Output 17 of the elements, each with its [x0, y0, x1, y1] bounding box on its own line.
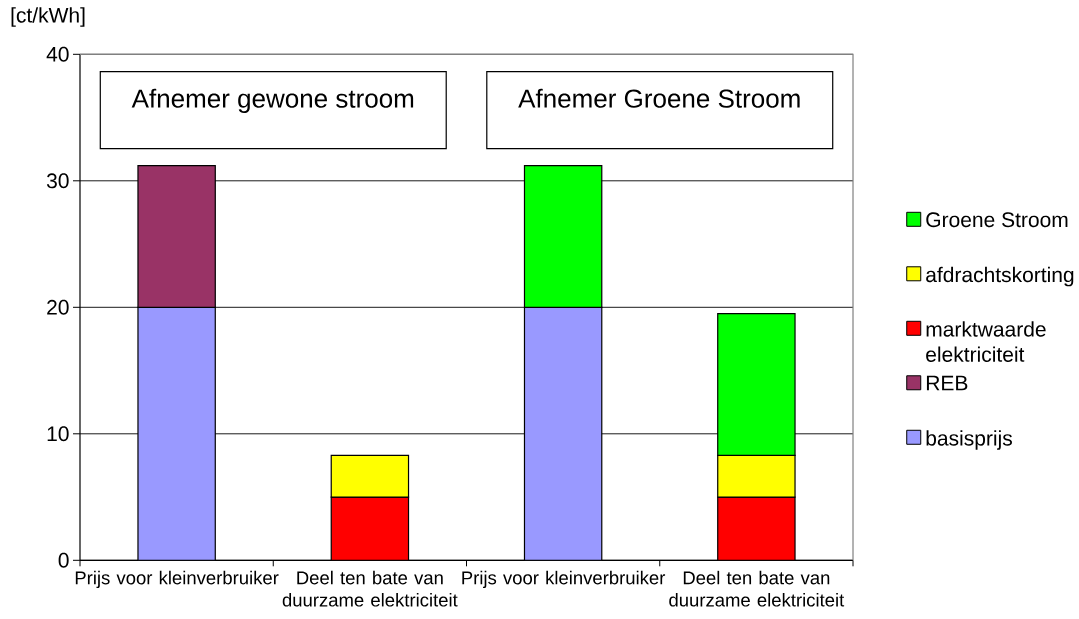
x-tick-label: Prijs voor kleinverbruiker [462, 570, 666, 589]
y-tick-label: 30 [46, 173, 69, 189]
legend-label: basisprijs [926, 430, 1012, 450]
y-tick-label: 20 [47, 299, 69, 315]
legend-label: Groene Stroom [926, 212, 1068, 228]
x-tick-label: Deel ten bate van duurzame elektriciteit [282, 570, 458, 607]
legend-label: REB [926, 375, 968, 391]
legend-label: afdrachtskorting [926, 266, 1074, 287]
annotation: Afnemer Groene Stroom [518, 88, 800, 108]
y-tick-label: 40 [46, 46, 69, 62]
annotation: Afnemer gewone stroom [131, 88, 414, 113]
x-tick-label: Deel ten bate van duurzame elektriciteit [669, 570, 845, 607]
x-tick-label: Prijs voor kleinverbruiker [75, 570, 279, 589]
legend-label: marktwaarde elektriciteit [926, 321, 1046, 362]
y-axis-title: [ct/kWh] [11, 7, 85, 27]
y-tick-label: 10 [47, 426, 69, 442]
y-tick-label: 0 [58, 552, 69, 568]
